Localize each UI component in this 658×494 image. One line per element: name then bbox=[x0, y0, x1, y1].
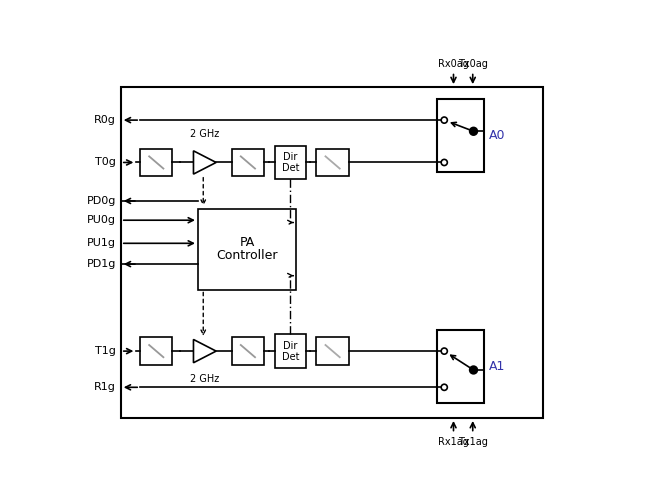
Circle shape bbox=[441, 348, 447, 354]
Circle shape bbox=[470, 366, 477, 374]
Circle shape bbox=[441, 160, 447, 165]
Text: Controller: Controller bbox=[216, 249, 278, 262]
FancyBboxPatch shape bbox=[232, 337, 264, 365]
Text: 2 GHz: 2 GHz bbox=[190, 374, 219, 384]
Text: T1g: T1g bbox=[95, 346, 116, 356]
Circle shape bbox=[441, 117, 447, 123]
Text: PU1g: PU1g bbox=[88, 238, 116, 248]
Text: Rx0ag: Rx0ag bbox=[438, 58, 469, 69]
FancyBboxPatch shape bbox=[275, 334, 306, 368]
FancyBboxPatch shape bbox=[275, 146, 306, 179]
FancyBboxPatch shape bbox=[198, 208, 296, 289]
Text: Det: Det bbox=[282, 352, 299, 362]
FancyBboxPatch shape bbox=[436, 329, 484, 403]
Text: PU0g: PU0g bbox=[88, 215, 116, 225]
FancyBboxPatch shape bbox=[140, 337, 172, 365]
Circle shape bbox=[441, 384, 447, 390]
Text: PD0g: PD0g bbox=[87, 196, 116, 206]
Text: T0g: T0g bbox=[95, 158, 116, 167]
Text: A1: A1 bbox=[489, 360, 505, 372]
FancyBboxPatch shape bbox=[316, 149, 349, 176]
Text: Det: Det bbox=[282, 163, 299, 173]
Text: Tx1ag: Tx1ag bbox=[458, 437, 488, 447]
Text: PA: PA bbox=[240, 237, 255, 249]
Circle shape bbox=[470, 127, 477, 135]
FancyBboxPatch shape bbox=[232, 149, 264, 176]
Text: Dir: Dir bbox=[283, 152, 297, 162]
Text: PD1g: PD1g bbox=[87, 259, 116, 269]
Text: A0: A0 bbox=[489, 128, 505, 142]
Text: Tx0ag: Tx0ag bbox=[458, 58, 488, 69]
FancyBboxPatch shape bbox=[140, 149, 172, 176]
Text: R0g: R0g bbox=[94, 115, 116, 125]
Text: 2 GHz: 2 GHz bbox=[190, 129, 219, 139]
Text: Dir: Dir bbox=[283, 341, 297, 351]
Text: Rx1ag: Rx1ag bbox=[438, 437, 469, 447]
FancyBboxPatch shape bbox=[436, 98, 484, 172]
Text: R1g: R1g bbox=[94, 382, 116, 392]
FancyBboxPatch shape bbox=[316, 337, 349, 365]
FancyBboxPatch shape bbox=[121, 87, 543, 418]
